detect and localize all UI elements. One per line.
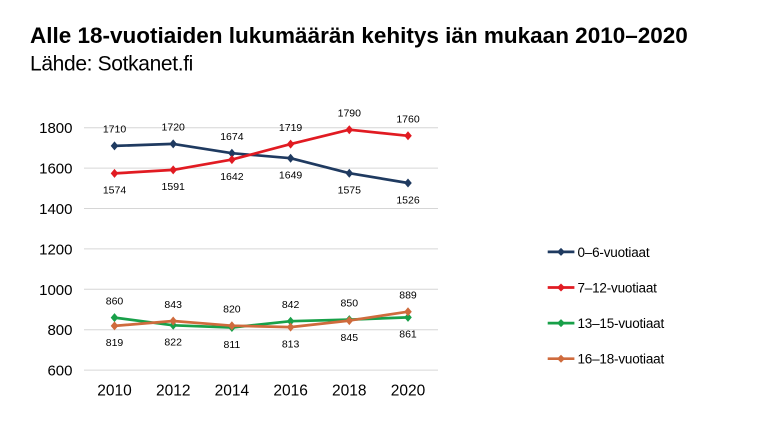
- svg-text:819: 819: [106, 337, 124, 349]
- svg-text:600: 600: [47, 363, 72, 380]
- svg-text:800: 800: [47, 322, 72, 339]
- svg-text:1575: 1575: [338, 185, 362, 197]
- svg-text:822: 822: [164, 337, 182, 349]
- svg-text:16–18-vuotiaat: 16–18-vuotiaat: [578, 352, 665, 367]
- svg-text:1800: 1800: [39, 120, 72, 137]
- svg-text:845: 845: [341, 332, 359, 344]
- svg-text:889: 889: [399, 290, 417, 302]
- svg-text:7–12-vuotiaat: 7–12-vuotiaat: [578, 280, 658, 295]
- svg-text:1790: 1790: [338, 108, 362, 120]
- svg-text:861: 861: [399, 329, 417, 341]
- svg-text:1760: 1760: [396, 114, 420, 126]
- svg-text:2016: 2016: [273, 383, 307, 400]
- svg-text:843: 843: [164, 299, 182, 311]
- svg-text:Lähde: Sotkanet.fi: Lähde: Sotkanet.fi: [30, 53, 193, 76]
- svg-text:1674: 1674: [220, 131, 244, 143]
- svg-text:2018: 2018: [332, 383, 366, 400]
- svg-text:811: 811: [224, 339, 241, 351]
- svg-text:2014: 2014: [215, 383, 250, 400]
- svg-text:850: 850: [341, 297, 359, 309]
- svg-text:860: 860: [106, 295, 124, 307]
- svg-text:1574: 1574: [103, 185, 127, 197]
- svg-text:1526: 1526: [396, 194, 420, 206]
- svg-text:1600: 1600: [39, 161, 72, 178]
- svg-text:1591: 1591: [162, 181, 186, 193]
- svg-text:2010: 2010: [97, 383, 132, 400]
- svg-text:1200: 1200: [39, 241, 72, 258]
- svg-text:820: 820: [223, 304, 241, 316]
- svg-text:Alle 18-vuotiaiden lukumäärän: Alle 18-vuotiaiden lukumäärän kehitys iä…: [30, 23, 688, 48]
- svg-text:1710: 1710: [103, 124, 127, 136]
- svg-text:1000: 1000: [39, 282, 72, 299]
- svg-text:1720: 1720: [162, 122, 186, 134]
- svg-text:2012: 2012: [156, 383, 190, 400]
- svg-text:1649: 1649: [279, 170, 303, 182]
- svg-text:2020: 2020: [391, 383, 426, 400]
- svg-text:1400: 1400: [39, 201, 72, 218]
- svg-text:842: 842: [282, 299, 300, 311]
- svg-text:13–15-vuotiaat: 13–15-vuotiaat: [578, 316, 665, 331]
- svg-text:0–6-vuotiaat: 0–6-vuotiaat: [578, 245, 650, 260]
- svg-text:1642: 1642: [220, 171, 244, 183]
- svg-text:813: 813: [282, 338, 300, 350]
- svg-text:1719: 1719: [279, 122, 303, 134]
